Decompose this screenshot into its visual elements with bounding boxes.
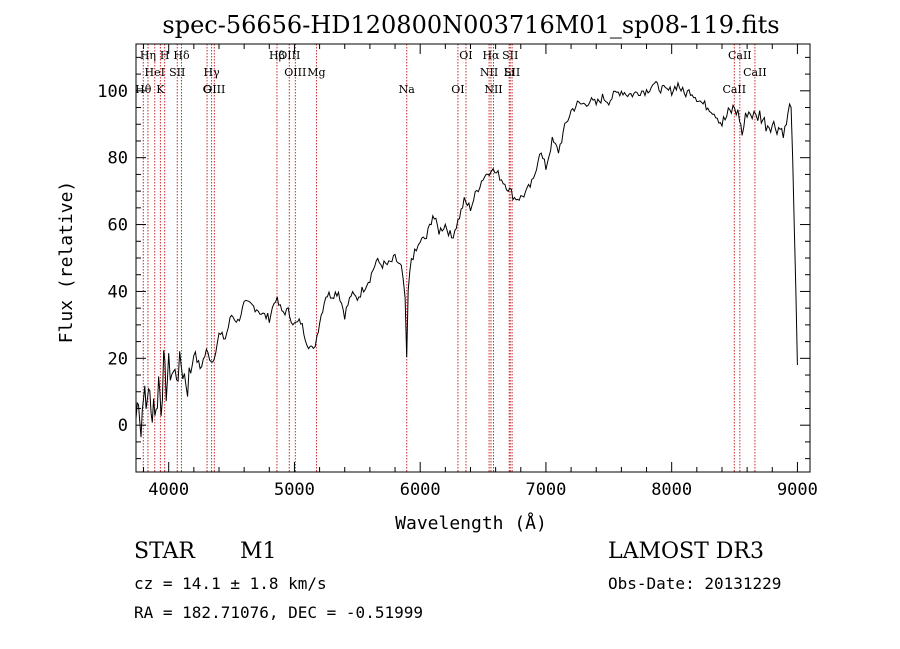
line-marker-label: CaII — [743, 66, 767, 79]
line-marker-label: Hθ — [135, 83, 152, 96]
redshift-label: cz = 14.1 ± 1.8 km/s — [134, 574, 327, 593]
line-marker-label: Mg — [307, 66, 325, 79]
x-axis: 4000 5000 6000 7000 8000 9000 — [143, 44, 818, 500]
x-tick-label: 4000 — [148, 480, 189, 500]
line-marker-label: OIII — [278, 49, 300, 62]
y-tick-label: 80 — [108, 149, 128, 169]
class-label: STAR — [134, 539, 195, 564]
chart-title: spec-56656-HD120800N003716M01_sp08-119.f… — [162, 11, 779, 39]
line-marker-label: Na — [399, 83, 416, 96]
line-marker-label: SII — [504, 66, 520, 79]
line-marker-label: NII — [480, 66, 498, 79]
line-marker-label: Hγ — [203, 66, 220, 79]
subclass-label: M1 — [240, 539, 277, 564]
spectrum-line — [135, 80, 798, 438]
y-axis-label: Flux (relative) — [56, 181, 77, 344]
survey-label: LAMOST DR3 — [608, 539, 764, 564]
line-markers — [142, 44, 756, 472]
line-marker-label: G — [203, 83, 212, 96]
x-tick-label: 7000 — [525, 480, 566, 500]
line-marker-label: Hη — [140, 49, 156, 62]
x-tick-label: 9000 — [777, 480, 818, 500]
line-marker-label: K — [156, 83, 165, 96]
obs-date-label: Obs-Date: 20131229 — [608, 574, 782, 593]
line-marker-label: H — [160, 49, 170, 62]
coords-label: RA = 182.71076, DEC = -0.51999 — [134, 603, 423, 622]
line-marker-label: CaII — [728, 49, 752, 62]
line-marker-label: Li — [504, 66, 515, 79]
x-tick-label: 8000 — [651, 480, 692, 500]
y-tick-label: 0 — [118, 416, 128, 436]
y-axis: 0 20 40 60 80 100 — [97, 56, 810, 460]
y-tick-label: 40 — [108, 282, 128, 302]
line-marker-label: SII — [169, 66, 185, 79]
line-marker-label: OI — [451, 83, 464, 96]
line-marker-label: OI — [459, 49, 472, 62]
line-marker-label: SII — [502, 49, 518, 62]
y-tick-label: 60 — [108, 216, 128, 236]
x-axis-label: Wavelength (Å) — [395, 512, 547, 534]
line-marker-label: Hδ — [173, 49, 190, 62]
x-tick-label: 6000 — [400, 480, 441, 500]
line-marker-label: Hα — [482, 49, 500, 62]
line-marker-label: OIII — [203, 83, 225, 96]
line-marker-label: CaII — [722, 83, 746, 96]
marker-labels: Hδ Hγ G Hβ Mg Na Hα Li CaII CaII CaII Hθ Hη HeI K H SII O… — [135, 49, 767, 96]
x-tick-label: 5000 — [274, 480, 315, 500]
line-marker-label: HeI — [145, 66, 165, 79]
plot-frame — [135, 43, 811, 473]
line-marker-label: Hβ — [269, 49, 285, 62]
line-marker-label: NII — [484, 83, 502, 96]
line-marker-label: OIII — [284, 66, 306, 79]
y-tick-label: 20 — [108, 349, 128, 369]
y-tick-label: 100 — [97, 82, 128, 102]
